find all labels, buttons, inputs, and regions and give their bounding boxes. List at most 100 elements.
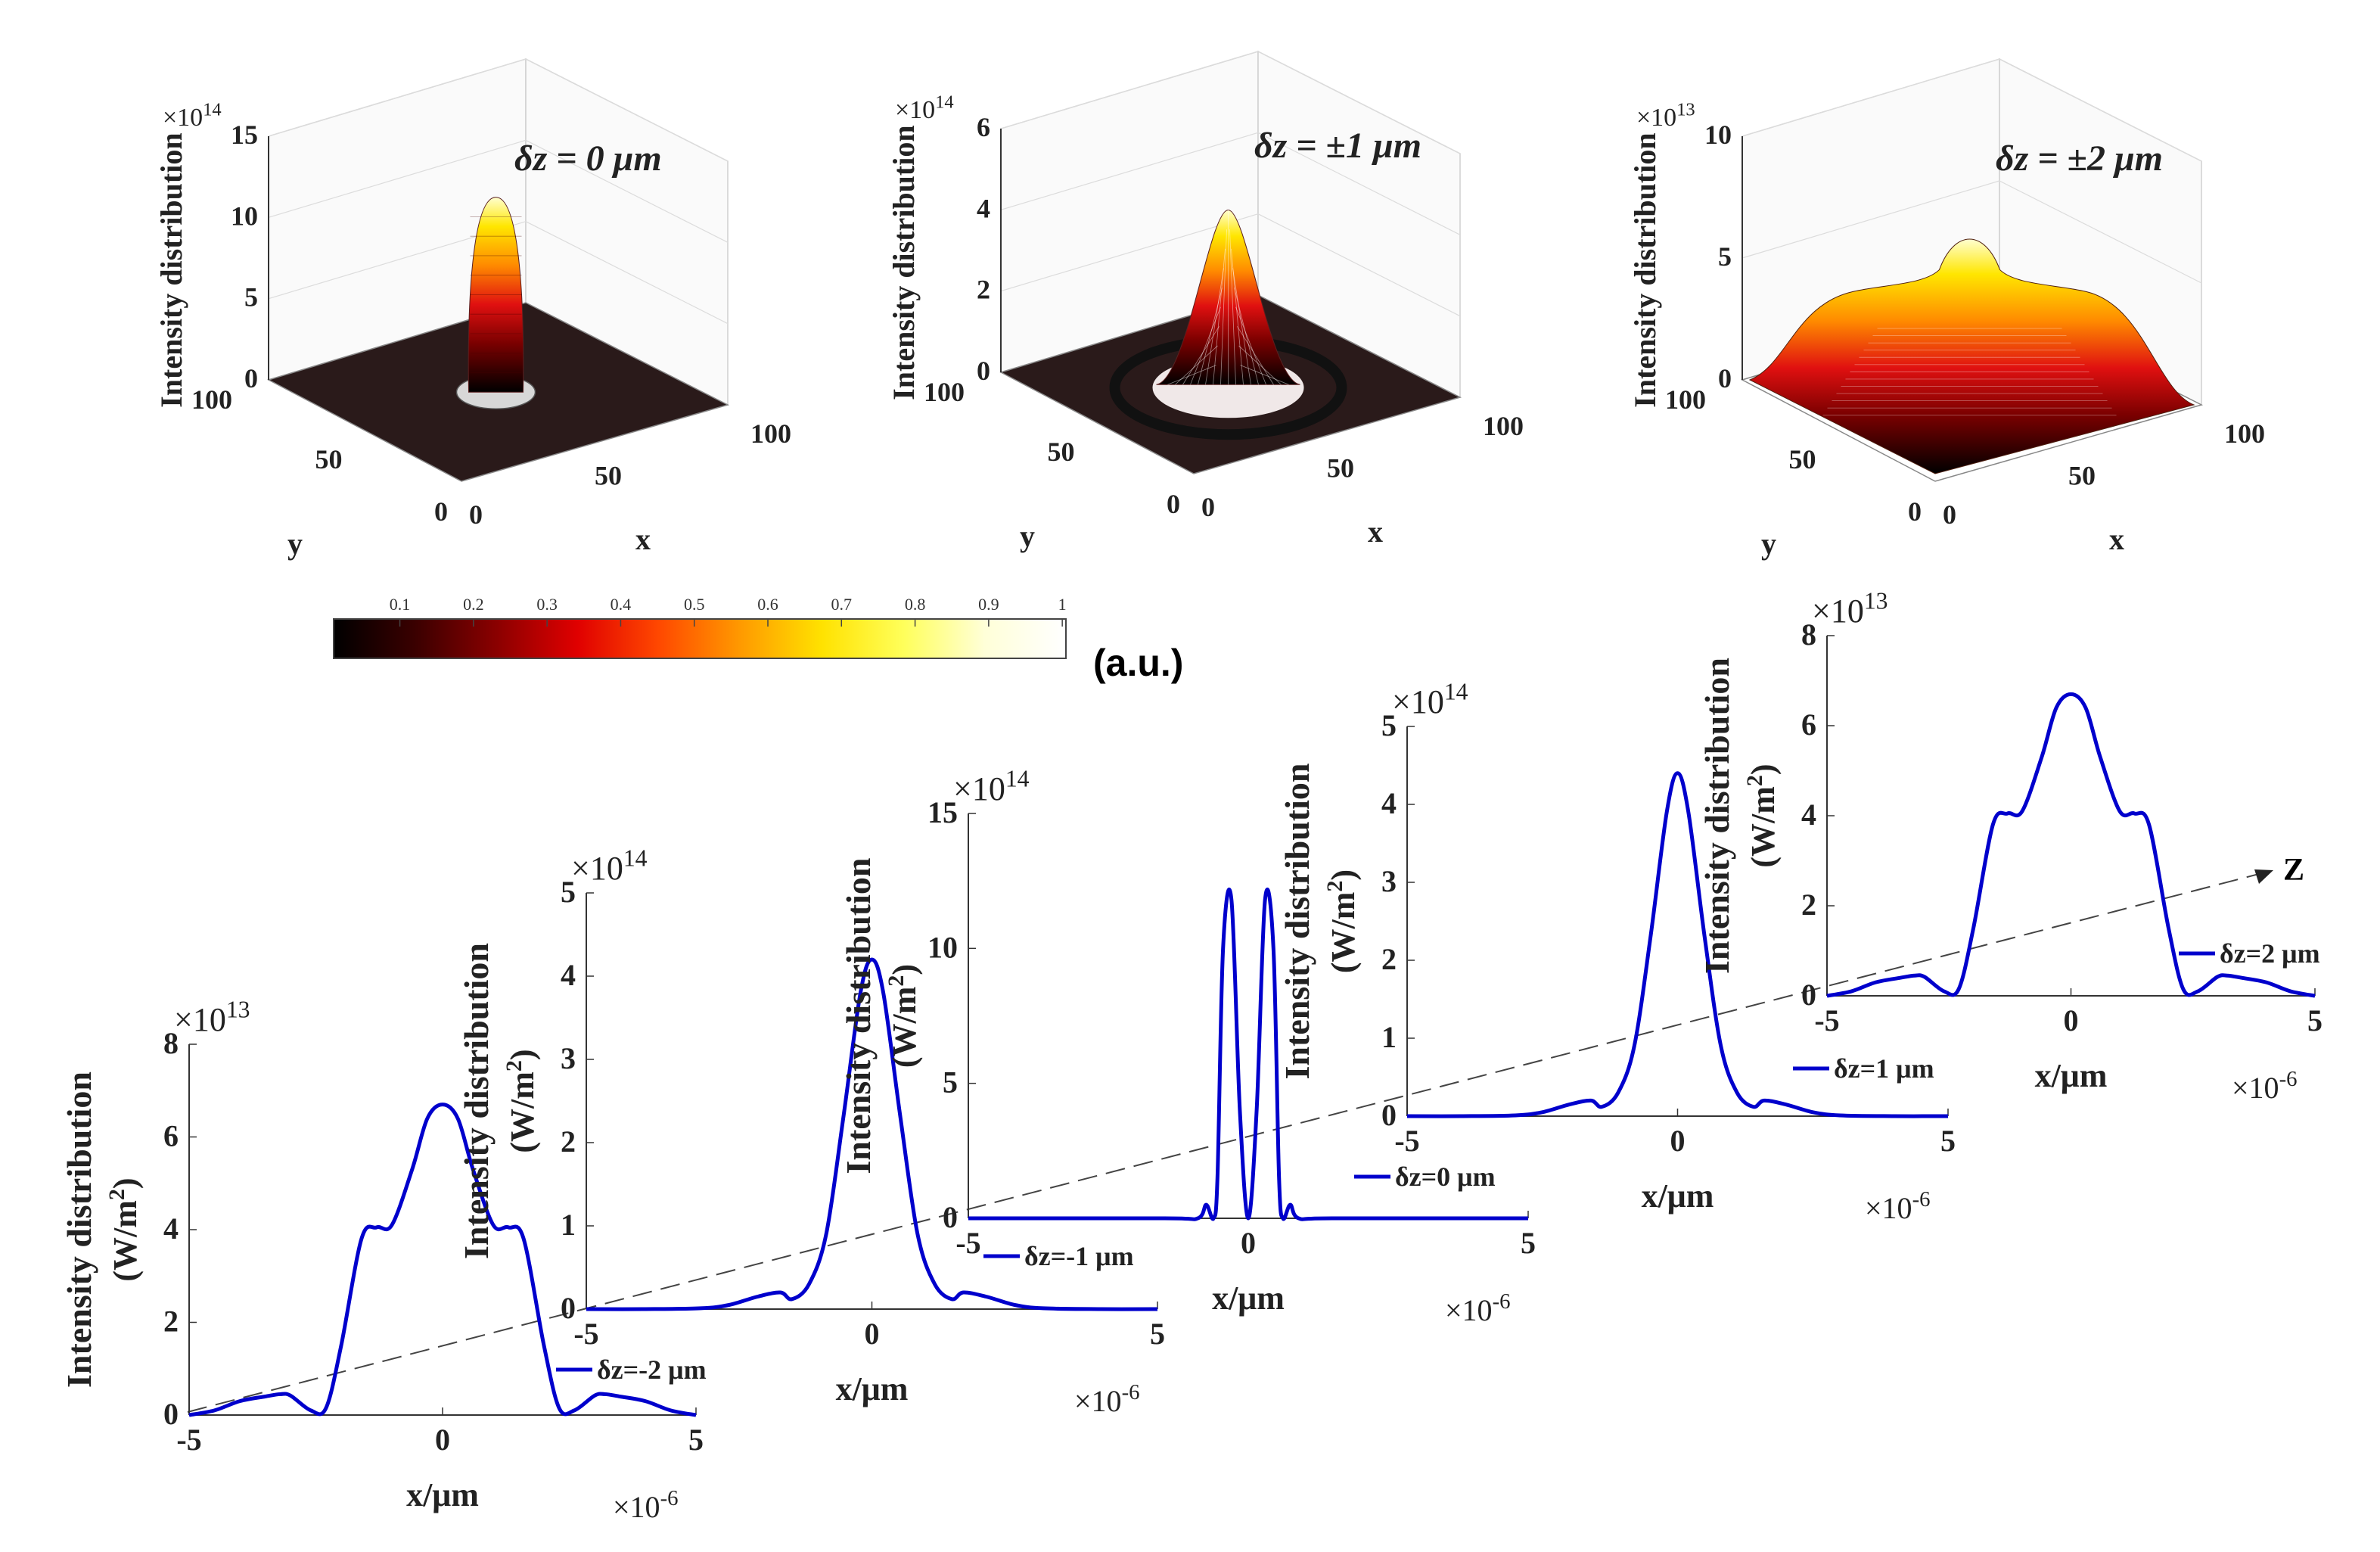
- x-exponent: ×10-6: [613, 1486, 679, 1524]
- z-axis-label: Z: [2283, 853, 2304, 888]
- x-axis-label: x/μm: [2035, 1057, 2108, 1094]
- y-tick-label: 4: [163, 1211, 179, 1246]
- y-tick-label: 0: [163, 1397, 179, 1431]
- surface-mesh-line: [1220, 229, 1227, 385]
- surface-x-tick-label: 0: [1201, 492, 1215, 522]
- colorbar-tick-label: 0.7: [831, 595, 853, 614]
- y-tick-label: 4: [561, 958, 576, 992]
- surface-x-tick-label: 100: [1483, 411, 1524, 441]
- surface-x-axis-label: x: [635, 522, 651, 556]
- surface-grid-line: [1000, 132, 1259, 210]
- series-line: [1406, 771, 1949, 1118]
- y-axis-label: Intensity distribution: [839, 858, 878, 1174]
- colorbar-tick-label: 0.8: [905, 595, 926, 614]
- legend-label: δz=0 μm: [1395, 1162, 1496, 1192]
- x-tick-label: 0: [1670, 1124, 1686, 1158]
- surface-title: δz = ±1 μm: [1254, 126, 1421, 166]
- surface-y-tick-label: 100: [924, 377, 965, 407]
- surface-x-axis-label: x: [2109, 522, 2124, 556]
- series-line: [1826, 692, 2316, 998]
- x-exponent: ×10-6: [1074, 1380, 1140, 1418]
- y-tick-label: 6: [1801, 708, 1816, 742]
- surface-grid-line: [1257, 132, 1461, 235]
- surface-grid-line: [1257, 51, 1461, 154]
- surface-x-tick-label: 100: [750, 418, 791, 449]
- surface-z-tick-label: 5: [244, 282, 258, 313]
- surface-x-tick-label: 50: [595, 461, 622, 491]
- surface-y-tick-label: 0: [1167, 489, 1180, 519]
- surface-mesh-line: [1237, 326, 1274, 385]
- y-tick-label: 8: [163, 1026, 179, 1060]
- surface-mesh-line: [1234, 287, 1259, 385]
- y-tick-label: 2: [1801, 888, 1816, 922]
- y-tick-label: 10: [927, 930, 958, 964]
- y-tick-label: 3: [1381, 864, 1397, 898]
- surface-mesh-line: [1213, 248, 1226, 385]
- colorbar-unit-label: (a.u.): [1093, 642, 1183, 684]
- surface-y-tick-label: 0: [434, 496, 448, 527]
- x-exponent: ×10-6: [2232, 1067, 2298, 1105]
- x-tick-label: -5: [955, 1226, 980, 1260]
- surface-z-tick-label: 4: [977, 193, 990, 223]
- y-axis-unit: (W/m2): [1322, 869, 1362, 973]
- surface-z-tick-label: 0: [977, 356, 990, 386]
- y-tick-label: 4: [1381, 786, 1397, 820]
- colorbar-ticks: 0.1 0.2 0.3 0.4 0.5 0.6 0.7 0.8 0.9 1: [390, 595, 1067, 627]
- colorbar-tick-label: 1: [1058, 595, 1067, 614]
- y-axis-label: Intensity distribution: [60, 1071, 98, 1388]
- colorbar-tick-label: 0.2: [463, 595, 484, 614]
- colorbar: 0.1 0.2 0.3 0.4 0.5 0.6 0.7 0.8 0.9 1 (a.u.): [333, 595, 1183, 684]
- surface-y-tick-label: 50: [1789, 444, 1816, 474]
- surface-title: δz = 0 μm: [514, 138, 662, 179]
- x-axis-label: x/μm: [1642, 1177, 1714, 1215]
- y-tick-label: 2: [1381, 942, 1397, 976]
- x-tick-label: 0: [1241, 1226, 1256, 1260]
- y-tick-label: 2: [163, 1305, 179, 1339]
- surface-z-exponent: ×1013: [1636, 99, 1695, 132]
- colorbar-tick-label: 0.6: [757, 595, 778, 614]
- y-tick-label: 6: [163, 1119, 179, 1153]
- x-tick-label: 0: [435, 1423, 450, 1457]
- x-tick-label: 5: [1521, 1226, 1536, 1260]
- surface-y-tick-label: 0: [1908, 496, 1922, 527]
- colorbar-tick-label: 0.4: [611, 595, 632, 614]
- surface-z-tick-label: 0: [244, 363, 258, 393]
- surface-z-tick-label: 6: [977, 112, 990, 142]
- series-line: [188, 1103, 697, 1417]
- x-tick-label: 5: [688, 1423, 704, 1457]
- x-tick-label: -5: [1394, 1124, 1419, 1158]
- y-axis-unit: (W/m2): [104, 1177, 144, 1281]
- surface-grid-line: [268, 139, 527, 218]
- surface-grid-line: [1742, 180, 2000, 259]
- surface-x-tick-label: 100: [2224, 418, 2265, 449]
- surface-grid-line: [1742, 58, 2000, 137]
- y-tick-label: 0: [943, 1200, 958, 1234]
- x-tick-label: -5: [176, 1423, 201, 1457]
- x-tick-label: -5: [573, 1317, 598, 1351]
- surface-grid-line: [1000, 51, 1259, 129]
- surface-mesh-line: [1235, 306, 1266, 385]
- surface-grid-line: [1999, 180, 2202, 284]
- series-line: [968, 888, 1528, 1221]
- surface-mesh-line: [1229, 229, 1236, 385]
- y-exponent: ×1014: [1392, 678, 1468, 720]
- surface-mesh-line: [1240, 365, 1289, 385]
- x-tick-label: 5: [1940, 1124, 1956, 1158]
- y-tick-label: 15: [927, 795, 958, 829]
- surface-z-label: Intensity distribution: [154, 132, 188, 407]
- surface-y-axis-label: y: [1761, 527, 1776, 561]
- x-axis-label: x/μm: [836, 1370, 909, 1407]
- colorbar-tick-label: 0.1: [390, 595, 411, 614]
- surface-grid-line: [1257, 213, 1461, 317]
- x-tick-label: -5: [1814, 1003, 1839, 1037]
- y-tick-label: 2: [561, 1124, 576, 1159]
- z-axis-line: [187, 869, 2274, 1413]
- x-axis-label: x/μm: [1212, 1280, 1285, 1317]
- surface-z-exponent: ×1014: [895, 92, 954, 124]
- y-tick-label: 0: [561, 1291, 576, 1325]
